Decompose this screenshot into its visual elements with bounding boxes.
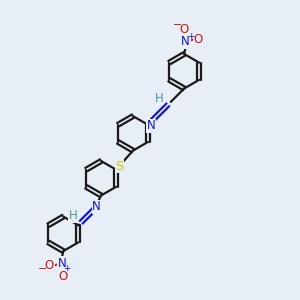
Text: H: H <box>68 209 77 222</box>
Text: +: + <box>63 264 71 273</box>
Text: N: N <box>181 35 190 48</box>
Text: O: O <box>194 33 203 46</box>
Text: N: N <box>146 119 155 132</box>
Text: +: + <box>187 32 195 41</box>
Text: O: O <box>45 260 54 272</box>
Text: O: O <box>59 269 68 283</box>
Text: H: H <box>155 92 164 105</box>
Text: −: − <box>173 20 182 31</box>
Text: −: − <box>38 265 47 275</box>
Text: O: O <box>180 22 189 35</box>
Text: N: N <box>92 200 101 213</box>
Text: N: N <box>57 257 66 270</box>
Text: S: S <box>116 160 124 172</box>
